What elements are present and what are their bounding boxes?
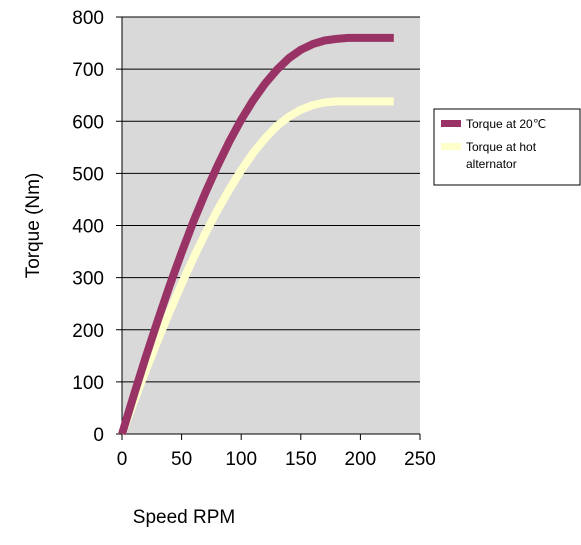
x-tick-label-50: 50: [171, 449, 192, 470]
legend: Torque at 20℃ Torque at hot alternator: [433, 108, 581, 186]
x-tick-label-200: 200: [345, 449, 377, 470]
x-tick-label-0: 0: [117, 449, 128, 470]
series-lines: [118, 33, 394, 436]
x-tick-label-100: 100: [225, 449, 257, 470]
y-tick-label-600: 600: [72, 112, 104, 133]
axes: [116, 16, 421, 440]
y-tick-label-300: 300: [72, 269, 104, 290]
legend-swatch-torque-20c: [441, 120, 461, 127]
tick-labels: 0 100 200 300 400 500 600 700 800 0 50 100 150 200 250: [72, 8, 436, 470]
y-tick-label-200: 200: [72, 321, 104, 342]
y-tick-label-500: 500: [72, 164, 104, 185]
y-tick-label-700: 700: [72, 60, 104, 81]
y-tick-label-0: 0: [93, 425, 104, 446]
series-line-1: [118, 97, 394, 436]
series-line-0: [118, 33, 394, 436]
x-axis-title: Speed RPM: [133, 507, 235, 528]
x-tick-label-250: 250: [404, 449, 436, 470]
x-tick-label-150: 150: [285, 449, 317, 470]
legend-label-torque-20c: Torque at 20℃: [466, 117, 546, 131]
y-tick-label-800: 800: [72, 8, 104, 29]
legend-label-torque-hot-alternator: Torque at hot alternator: [466, 140, 537, 171]
legend-swatch-torque-hot-alternator: [441, 143, 461, 150]
y-tick-label-100: 100: [72, 373, 104, 394]
y-tick-label-400: 400: [72, 217, 104, 238]
y-axis-title: Torque (Nm): [23, 173, 44, 279]
